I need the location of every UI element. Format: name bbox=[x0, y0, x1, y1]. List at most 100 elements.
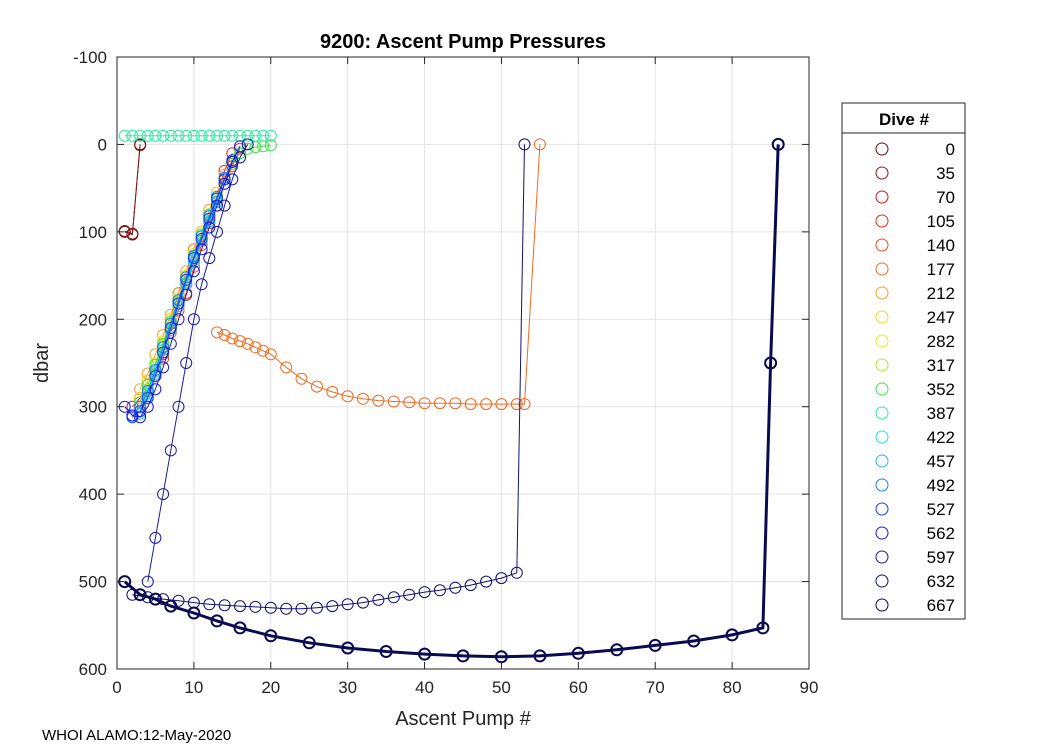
data-point bbox=[203, 212, 216, 225]
data-point bbox=[510, 398, 523, 411]
data-point bbox=[164, 599, 178, 613]
y-axis-label: dbar bbox=[31, 343, 53, 383]
data-point bbox=[172, 313, 185, 326]
x-tick-label: 50 bbox=[492, 678, 511, 697]
y-tick-label: -100 bbox=[73, 48, 107, 67]
legend-entry: 35 bbox=[875, 164, 955, 183]
series-dive-177 bbox=[211, 138, 546, 411]
data-point bbox=[141, 392, 154, 404]
data-point bbox=[210, 614, 224, 628]
legend-label: 177 bbox=[927, 260, 955, 279]
legend: Dive # 0 35 70 105 140 177 212 247 282 317 352 387 4… bbox=[841, 102, 966, 620]
legend-entry: 0 bbox=[875, 140, 955, 159]
x-tick-label: 80 bbox=[723, 678, 742, 697]
y-tick-label: 100 bbox=[79, 223, 107, 242]
x-tick-label: 90 bbox=[800, 678, 819, 697]
data-point bbox=[357, 596, 369, 609]
data-point bbox=[157, 129, 170, 142]
data-point bbox=[195, 278, 208, 291]
data-point bbox=[141, 129, 154, 142]
legend-entry: 457 bbox=[875, 452, 955, 471]
data-point bbox=[211, 129, 223, 142]
data-point bbox=[480, 398, 493, 411]
data-point bbox=[495, 398, 508, 411]
data-point bbox=[257, 129, 270, 142]
data-point bbox=[264, 629, 278, 643]
data-point bbox=[157, 488, 170, 501]
series-line bbox=[124, 145, 241, 418]
data-point bbox=[341, 390, 354, 403]
legend-entry: 492 bbox=[875, 476, 955, 495]
data-point bbox=[456, 649, 470, 663]
footer-stamp: WHOI ALAMO:12-May-2020 bbox=[42, 727, 232, 744]
data-point bbox=[226, 155, 239, 168]
data-point bbox=[226, 129, 239, 142]
data-point bbox=[149, 531, 162, 544]
y-tick-label: 400 bbox=[79, 485, 107, 504]
data-point bbox=[241, 142, 254, 155]
plot-frame bbox=[116, 56, 810, 670]
legend-marker bbox=[875, 550, 889, 564]
data-point bbox=[164, 337, 177, 350]
data-point bbox=[126, 129, 139, 142]
legend-entry: 105 bbox=[875, 212, 955, 231]
legend-marker bbox=[875, 262, 889, 276]
data-point bbox=[495, 572, 508, 585]
data-point bbox=[418, 586, 431, 599]
data-point bbox=[326, 385, 339, 398]
data-point bbox=[302, 636, 316, 650]
data-point bbox=[180, 288, 193, 301]
data-point bbox=[295, 602, 308, 615]
data-point bbox=[195, 129, 208, 142]
legend-marker bbox=[875, 310, 889, 324]
legend-marker bbox=[875, 406, 889, 420]
data-point bbox=[387, 395, 400, 408]
data-point bbox=[518, 138, 531, 151]
data-point bbox=[449, 581, 462, 594]
legend-entry: 597 bbox=[875, 548, 955, 567]
data-point bbox=[464, 398, 477, 411]
data-point bbox=[280, 361, 293, 374]
data-point bbox=[464, 579, 477, 592]
legend-label: 352 bbox=[927, 380, 955, 399]
data-point bbox=[180, 273, 193, 286]
data-point bbox=[241, 129, 254, 142]
data-point bbox=[234, 335, 246, 348]
legend-marker bbox=[875, 358, 889, 372]
series-line bbox=[132, 177, 226, 416]
data-point bbox=[610, 643, 624, 657]
legend-entry: 422 bbox=[875, 428, 955, 447]
legend-box bbox=[841, 102, 966, 620]
data-point bbox=[233, 621, 247, 635]
series-line bbox=[147, 144, 249, 582]
y-tick-label: 0 bbox=[98, 135, 107, 154]
data-point bbox=[211, 326, 223, 339]
data-point bbox=[203, 129, 216, 142]
data-point bbox=[372, 394, 385, 407]
data-point bbox=[418, 397, 431, 410]
data-point bbox=[180, 357, 193, 369]
data-point bbox=[195, 232, 208, 245]
data-point bbox=[234, 151, 246, 164]
legend-marker bbox=[875, 238, 889, 252]
data-point bbox=[648, 638, 662, 652]
legend-entry: 562 bbox=[875, 524, 955, 543]
legend-marker bbox=[875, 190, 889, 204]
legend-label: 562 bbox=[927, 524, 955, 543]
legend-marker bbox=[875, 430, 889, 444]
legend-label: 317 bbox=[927, 356, 955, 375]
y-tick-label: 500 bbox=[79, 573, 107, 592]
y-tick-label: 300 bbox=[79, 398, 107, 417]
data-point bbox=[280, 602, 293, 615]
legend-marker bbox=[875, 214, 889, 228]
series-line bbox=[132, 160, 233, 418]
legend-entry: 177 bbox=[875, 260, 955, 279]
data-point bbox=[180, 129, 193, 142]
data-point bbox=[187, 606, 201, 620]
legend-marker bbox=[875, 526, 889, 540]
series-line bbox=[139, 183, 226, 414]
legend-entry: 282 bbox=[875, 332, 955, 351]
data-point bbox=[148, 592, 162, 606]
x-tick-label: 40 bbox=[415, 678, 434, 697]
